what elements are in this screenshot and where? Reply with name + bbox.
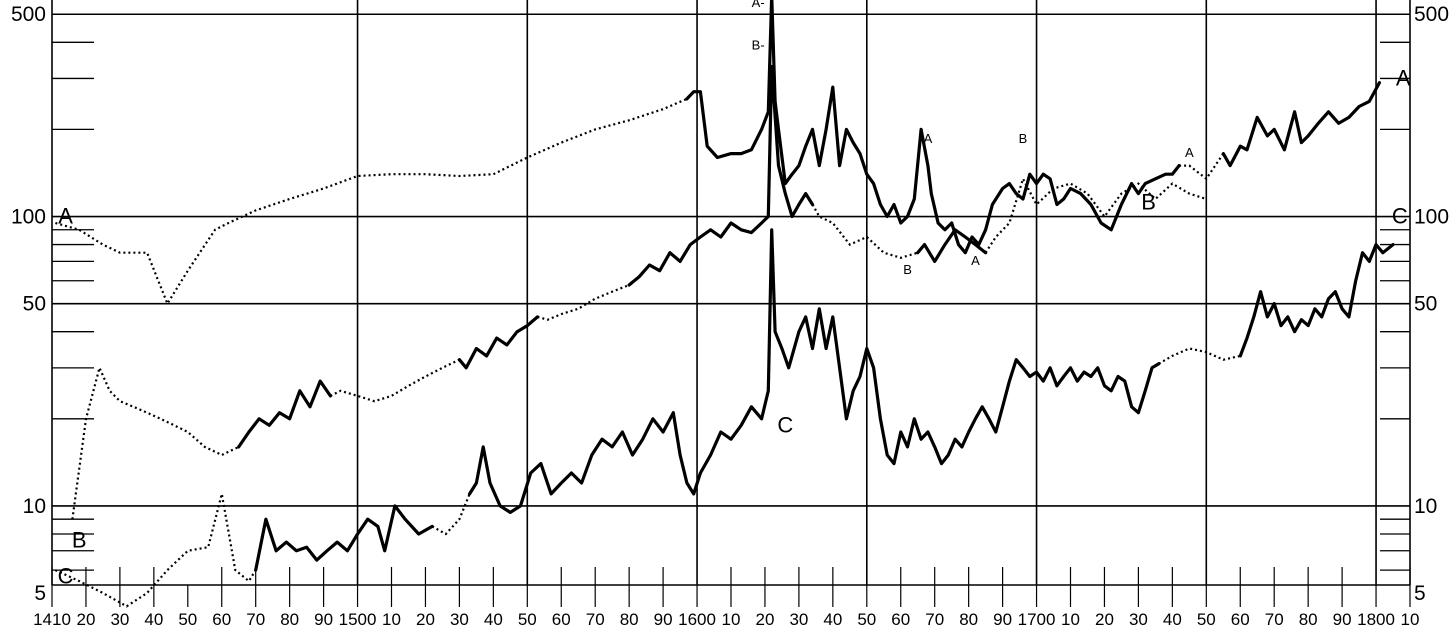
y-tick-label-right: 5 [1414,582,1426,605]
series-A-dotted-segment [1179,152,1225,181]
series-label-A: A [58,204,73,229]
series-label-C: C [58,564,74,589]
x-tick-label: 10 [1401,610,1420,629]
series-label-B: B [1019,131,1028,146]
x-tick-label: 1800 [1357,610,1395,629]
series-B-solid-segment [457,315,540,370]
series-lines [54,0,1395,608]
x-tick-label: 10 [382,610,401,629]
series-B-dotted-segment [329,358,460,403]
series-label-B: B [1141,189,1156,214]
y-tick-label-left: 500 [11,3,46,26]
series-label-C: C [1392,204,1408,229]
x-tick-label: 40 [823,610,842,629]
x-tick-label: 1500 [339,610,377,629]
x-tick-label: 90 [1333,610,1352,629]
x-tick-label: 70 [1265,610,1284,629]
x-tick-label: 20 [76,610,95,629]
x-tick-label: 80 [280,610,299,629]
x-tick-label: 30 [450,610,469,629]
x-tick-label: 1410 [33,610,71,629]
series-A-solid-segment [1221,81,1381,168]
series-label-B: B [903,262,912,277]
series-C-solid-segment [468,228,1161,514]
y-tick-label-left: 5 [34,582,46,605]
x-tick-label: 50 [1197,610,1216,629]
x-tick-label: 20 [755,610,774,629]
series-label-B: B [72,527,87,552]
x-tick-label: 90 [654,610,673,629]
series-B-dotted-segment [537,283,630,321]
y-tick-label-left: 50 [23,293,46,316]
grid [51,0,1411,586]
x-tick-label: 20 [416,610,435,629]
series-B-solid-segment [237,379,332,449]
axis-labels: 1410 20 30 40 50 60 70 80 90 1500 10 20 30 40 50 60 70 80… [11,0,1449,629]
series-label-A: A [924,131,933,146]
x-tick-label: 60 [212,610,231,629]
y-tick-label-right: 500 [1414,3,1449,26]
x-tick-label: 30 [789,610,808,629]
series-C-dotted-segment [1158,347,1241,365]
series-B-solid-segment [916,228,988,263]
series-label-A: A [1396,65,1411,90]
x-tick-label: 40 [144,610,163,629]
series-label-B: B- [752,37,765,52]
x-tick-label: 40 [1163,610,1182,629]
y-tick-label-right: 100 [1414,206,1449,229]
x-tick-label: 40 [484,610,503,629]
x-tick-label: 30 [1129,610,1148,629]
series-B-dotted-segment [71,364,240,520]
x-tick-label: 50 [518,610,537,629]
series-B-solid-segment [627,64,815,287]
series-A-dotted-segment [55,97,688,307]
x-tick-label: 50 [857,610,876,629]
series-label-A: A [971,253,980,268]
series-C-dotted-segment [431,493,471,536]
x-tick-label: 60 [552,610,571,629]
x-tick-label: 70 [586,610,605,629]
x-tick-label: 1700 [1018,610,1056,629]
series-B-dotted-segment [811,203,919,259]
x-tick-label: 90 [993,610,1012,629]
x-tick-label: 30 [110,610,129,629]
x-tick-label: 90 [314,610,333,629]
y-tick-label-left: 100 [11,206,46,229]
series-label-A: A [1185,145,1194,160]
axis-ticks [51,41,1411,607]
series-C-solid-segment [1238,243,1395,358]
y-tick-label-left: 10 [23,495,46,518]
x-tick-label: 80 [959,610,978,629]
x-tick-label: 70 [246,610,265,629]
x-tick-label: 80 [1299,610,1318,629]
x-tick-label: 1600 [678,610,716,629]
series-C-solid-segment [254,504,434,572]
x-tick-label: 60 [891,610,910,629]
y-tick-label-right: 10 [1414,495,1437,518]
y-tick-label-right: 50 [1414,293,1437,316]
x-tick-label: 80 [620,610,639,629]
x-tick-label: 10 [722,610,741,629]
x-tick-label: 70 [925,610,944,629]
series-label-A: A- [752,0,765,10]
series-label-C: C [777,412,793,437]
x-tick-label: 20 [1095,610,1114,629]
x-tick-label: 50 [178,610,197,629]
x-tick-label: 60 [1231,610,1250,629]
x-tick-label: 10 [1061,610,1080,629]
